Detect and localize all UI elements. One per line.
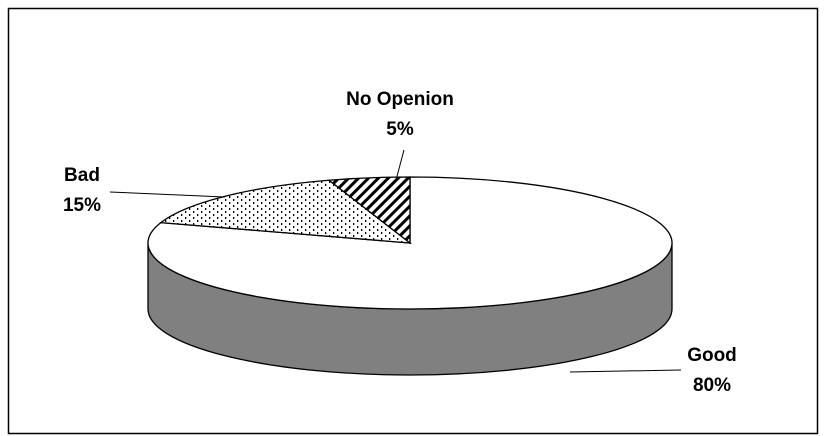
data-label-value: 5% [386,119,414,140]
data-label-value: 15% [63,195,101,216]
leader-line [569,369,682,373]
data-label-name: Bad [64,165,100,186]
slice [327,176,411,245]
leader-line [109,191,226,198]
data-label-value: 80% [693,375,731,396]
slice [159,179,413,244]
slice [147,176,673,310]
data-label-name: No Openion [346,89,454,110]
data-label-name: Good [687,345,737,366]
leader-line [395,149,405,181]
